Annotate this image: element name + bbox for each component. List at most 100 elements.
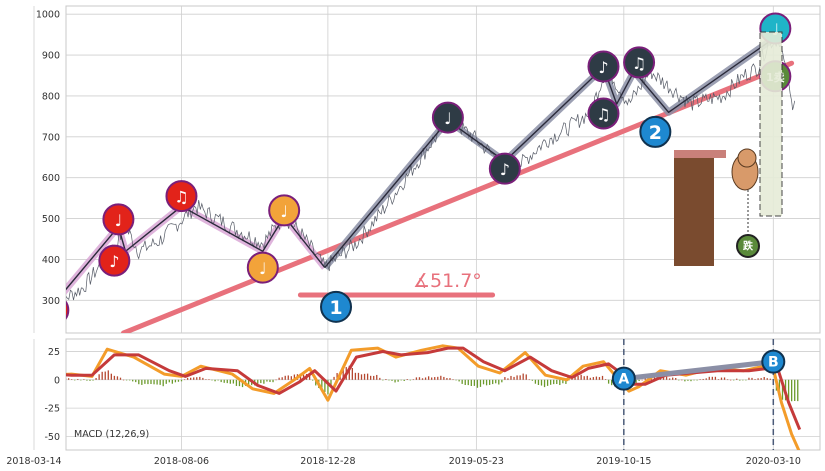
macd-histogram-bar xyxy=(522,373,524,380)
divergence-point-label: A xyxy=(618,372,629,388)
macd-histogram-bar xyxy=(95,378,97,380)
macd-histogram-bar xyxy=(446,378,448,380)
macd-histogram-bar xyxy=(370,375,372,380)
macd-histogram-bar xyxy=(568,379,570,381)
macd-histogram-bar xyxy=(382,379,384,381)
macd-histogram-bar xyxy=(226,379,228,384)
macd-histogram-bar xyxy=(128,379,131,381)
macd-histogram-bar xyxy=(110,373,112,380)
x-tick-label: 2020-03-10 xyxy=(746,456,801,467)
price-y-tick-label: 600 xyxy=(42,173,60,184)
macd-histogram-bar xyxy=(388,379,390,381)
macd-histogram-bar xyxy=(281,377,283,380)
macd-histogram-bar xyxy=(208,379,210,381)
macd-histogram-bar xyxy=(467,379,469,386)
macd-histogram-bar xyxy=(241,379,244,388)
macd-histogram-bar xyxy=(409,379,411,381)
price-y-tick-label: 300 xyxy=(42,296,60,307)
decoration-layer: 跌 xyxy=(674,31,783,266)
macd-histogram-bar xyxy=(592,377,595,380)
macd-histogram-bar xyxy=(427,376,430,380)
macd-histogram-bar xyxy=(232,379,235,384)
macd-histogram-bar xyxy=(366,373,369,380)
note-marker xyxy=(587,50,620,83)
macd-histogram-bar xyxy=(479,379,482,387)
macd-histogram-bar xyxy=(135,379,137,383)
macd-histogram-bar xyxy=(71,379,73,380)
macd-histogram-bar xyxy=(186,377,189,380)
macd-histogram-bar xyxy=(690,379,692,382)
macd-histogram-bar xyxy=(174,379,177,383)
macd-histogram-bar xyxy=(165,379,167,384)
macd-histogram-bar xyxy=(67,378,70,380)
macd-histogram-bar xyxy=(211,379,213,381)
x-tick-label: 2018-12-28 xyxy=(300,456,355,467)
macd-layer: AB xyxy=(66,339,802,450)
note-marker xyxy=(587,97,620,130)
macd-histogram-bar xyxy=(357,372,360,380)
macd-histogram-bar xyxy=(720,377,723,380)
macd-histogram-bar xyxy=(202,377,204,380)
note-marker-glyph: ♪ xyxy=(500,160,510,179)
macd-histogram-bar xyxy=(693,379,695,381)
macd-histogram-bar xyxy=(708,376,710,380)
macd-histogram-bar xyxy=(513,376,515,380)
macd-histogram-bar xyxy=(153,379,155,385)
macd-histogram-bar xyxy=(116,376,119,380)
macd-panel-frame xyxy=(65,338,821,451)
macd-histogram-bar xyxy=(745,379,747,381)
angle-annotation: ∡51.7° xyxy=(413,270,482,292)
macd-histogram-bar xyxy=(754,379,756,380)
note-marker xyxy=(98,244,131,277)
macd-histogram-bar xyxy=(641,379,643,381)
pivot-label-text: 2 xyxy=(649,122,662,144)
macd-histogram-bar xyxy=(247,379,250,386)
macd-histogram-bar xyxy=(205,379,207,380)
macd-histogram-bar xyxy=(607,379,610,384)
note-marker-glyph: ♩ xyxy=(772,20,780,39)
divergence-point-label: B xyxy=(768,355,779,371)
pivot-label-text: 1 xyxy=(329,297,342,319)
macd-histogram-bar xyxy=(702,378,704,380)
macd-histogram-bar xyxy=(577,376,579,380)
macd-histogram-bar xyxy=(565,379,567,384)
macd-histogram-bar xyxy=(598,377,601,380)
macd-histogram-bar xyxy=(348,365,350,380)
note-marker-glyph: ♩ xyxy=(444,109,452,128)
macd-histogram-bar xyxy=(742,379,744,381)
note-marker-glyph: ♩ xyxy=(115,211,123,230)
macd-histogram-bar xyxy=(458,379,460,382)
price-layer: ♩♩♪♫♩♩♩♪♪♫♫♩1卖12 xyxy=(66,12,796,333)
macd-histogram-bar xyxy=(397,379,399,382)
macd-histogram-bar xyxy=(507,378,509,380)
macd-histogram-bar xyxy=(699,379,701,380)
macd-histogram-bar xyxy=(193,377,195,380)
macd-histogram-bar xyxy=(196,377,198,380)
macd-histogram-bar xyxy=(113,375,116,380)
price-y-tick-label: 400 xyxy=(42,255,60,266)
macd-histogram-bar xyxy=(733,379,735,381)
price-y-tick-label: 800 xyxy=(42,91,60,102)
macd-histogram-bar xyxy=(574,376,576,380)
macd-histogram-bar xyxy=(278,377,280,380)
macd-histogram-bar xyxy=(729,379,732,381)
macd-histogram-bar xyxy=(351,367,353,380)
highlight-box xyxy=(759,31,783,217)
macd-histogram-bar xyxy=(653,376,656,380)
macd-histogram-bar xyxy=(363,373,366,380)
fall-icon-glyph: 跌 xyxy=(743,240,754,253)
macd-histogram-bar xyxy=(360,374,363,380)
macd-histogram-bar xyxy=(77,378,79,380)
macd-histogram-bar xyxy=(580,374,582,380)
note-marker xyxy=(246,251,279,284)
macd-histogram-bar xyxy=(92,379,94,381)
macd-histogram-bar xyxy=(412,379,415,381)
macd-histogram-bar xyxy=(739,379,741,381)
macd-histogram-bar xyxy=(98,374,100,380)
macd-histogram-bar xyxy=(263,379,265,384)
macd-histogram-bar xyxy=(223,379,225,383)
macd-histogram-bar xyxy=(229,379,231,384)
pivot-label-circle xyxy=(639,115,672,148)
macd-histogram-bar xyxy=(501,379,503,383)
divergence-point-circle xyxy=(761,349,786,374)
